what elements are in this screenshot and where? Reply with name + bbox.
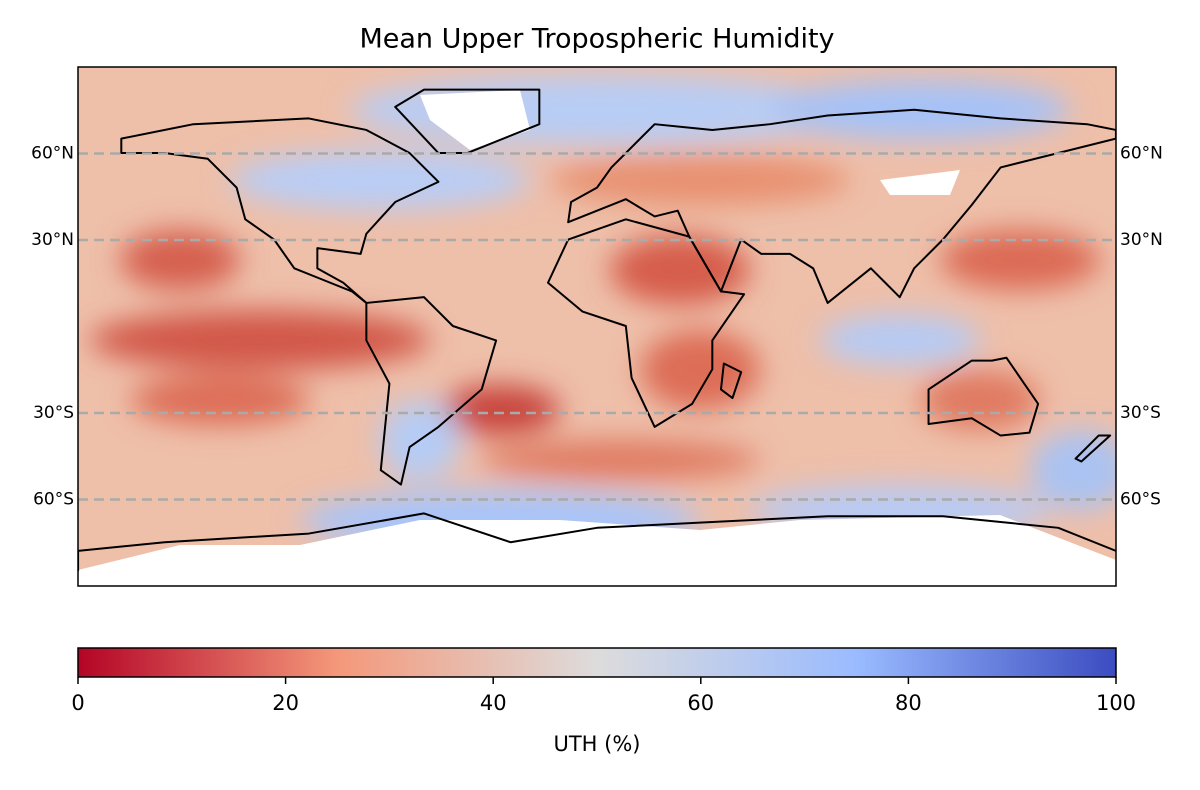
colorbar-tick-label: 0 <box>71 691 84 715</box>
colorbar-tick-label: 20 <box>272 691 299 715</box>
colorbar-label: UTH (%) <box>553 732 640 756</box>
lat-label-left: 60°S <box>33 490 74 510</box>
lat-label-right: 60°N <box>1120 144 1163 164</box>
lat-label-right: 30°N <box>1120 230 1163 250</box>
lat-label-left: 60°N <box>31 144 74 164</box>
lat-label-left: 30°N <box>31 230 74 250</box>
humidity-field <box>78 67 1116 586</box>
lat-label-right: 60°S <box>1120 490 1161 510</box>
colorbar-tick-label: 40 <box>480 691 507 715</box>
colorbar-tick-label: 60 <box>687 691 714 715</box>
lat-label-left: 30°S <box>33 403 74 423</box>
colorbar-tick-label: 80 <box>895 691 922 715</box>
map-title: Mean Upper Tropospheric Humidity <box>359 24 834 55</box>
colorbar-tick-label: 100 <box>1096 691 1136 715</box>
map-frame <box>77 66 1117 587</box>
graticule <box>78 152 1116 501</box>
lat-label-right: 30°S <box>1120 403 1161 423</box>
colorbar <box>77 647 1117 678</box>
